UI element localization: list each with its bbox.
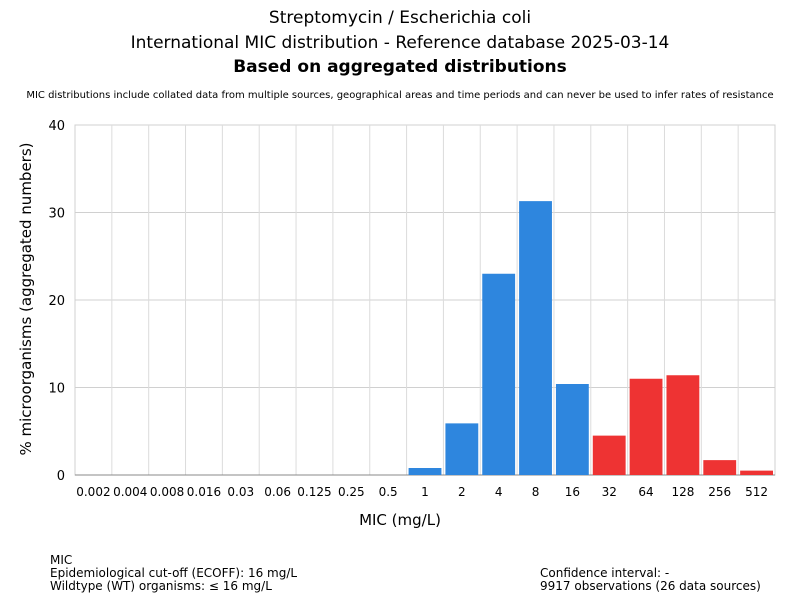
y-tick-label: 20 xyxy=(48,294,65,309)
bars-group xyxy=(408,201,773,475)
y-tick-label: 30 xyxy=(48,207,65,222)
bar-512 xyxy=(740,470,773,475)
bar-16 xyxy=(555,384,589,475)
bar-256 xyxy=(703,460,737,475)
chart-title-line1: Streptomycin / Escherichia coli xyxy=(268,8,532,28)
x-axis-label: MIC (mg/L) xyxy=(359,511,441,529)
y-tick-labels: 0 10 20 30 40 xyxy=(48,119,65,484)
x-tick-labels: 0.002 0.004 0.008 0.016 0.03 0.06 0.125 0.25 0.5… xyxy=(76,485,768,499)
chart-subtitle: MIC distributions include collated data … xyxy=(26,90,774,101)
x-tick-label: 32 xyxy=(602,485,617,499)
x-tick-label: 64 xyxy=(638,485,653,499)
x-tick-label: 16 xyxy=(565,485,580,499)
y-tick-label: 0 xyxy=(57,469,65,484)
x-tick-label: 0.25 xyxy=(338,485,365,499)
x-tick-label: 0.004 xyxy=(113,485,147,499)
bar-1 xyxy=(408,468,442,475)
bar-4 xyxy=(482,273,516,475)
footer-ecoff: Epidemiological cut-off (ECOFF): 16 mg/L xyxy=(50,566,298,580)
x-tick-label: 512 xyxy=(745,485,768,499)
y-tick-label: 40 xyxy=(48,119,65,134)
x-tick-label: 256 xyxy=(708,485,731,499)
x-tick-label: 0.008 xyxy=(150,485,184,499)
x-tick-label: 128 xyxy=(671,485,694,499)
footer-right: Confidence interval: - 9917 observations… xyxy=(540,567,761,593)
bar-32 xyxy=(592,435,626,475)
x-tick-label: 8 xyxy=(532,485,540,499)
footer-wildtype: Wildtype (WT) organisms: ≤ 16 mg/L xyxy=(50,579,272,593)
x-tick-label: 1 xyxy=(421,485,429,499)
footer-mic-label: MIC xyxy=(50,553,73,567)
chart-title-line3: Based on aggregated distributions xyxy=(233,57,567,77)
y-axis-label: % microorganisms (aggregated numbers) xyxy=(17,142,35,455)
x-tick-label: 2 xyxy=(458,485,466,499)
bar-2 xyxy=(445,423,479,475)
x-tick-label: 0.016 xyxy=(187,485,221,499)
y-tick-label: 10 xyxy=(48,382,65,397)
bar-64 xyxy=(629,378,663,475)
x-tick-label: 4 xyxy=(495,485,503,499)
footer-confidence: Confidence interval: - xyxy=(540,566,670,580)
x-tick-label: 0.002 xyxy=(76,485,110,499)
x-tick-label: 0.03 xyxy=(227,485,254,499)
x-tick-label: 0.5 xyxy=(379,485,398,499)
footer-observations: 9917 observations (26 data sources) xyxy=(540,579,761,593)
x-tick-label: 0.125 xyxy=(297,485,331,499)
footer-left: MIC Epidemiological cut-off (ECOFF): 16 … xyxy=(50,554,297,593)
chart-title-line2: International MIC distribution - Referen… xyxy=(130,33,670,53)
x-tick-label: 0.06 xyxy=(264,485,291,499)
bar-8 xyxy=(519,201,552,475)
bar-128 xyxy=(666,375,700,475)
